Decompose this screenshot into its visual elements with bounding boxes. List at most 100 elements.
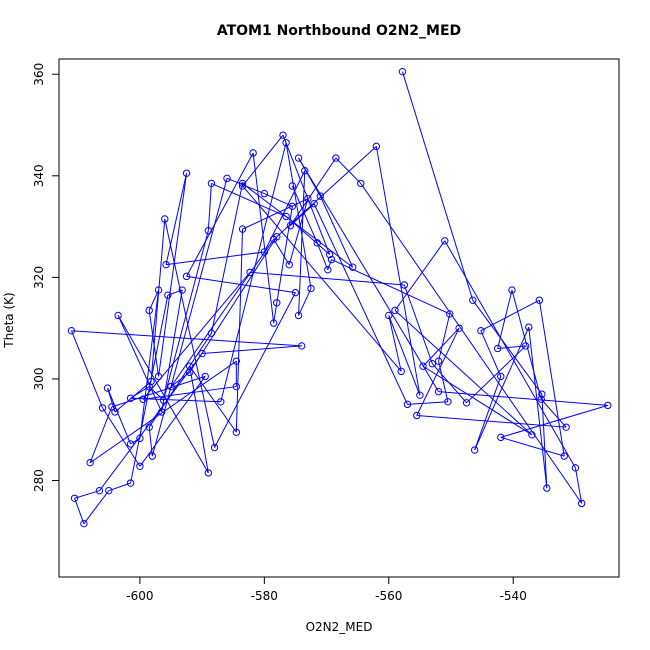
data-point [232,357,241,365]
plot-area [67,67,612,528]
data-point [537,395,545,403]
series-segment [170,238,275,387]
data-point [285,260,293,269]
series-segment [99,353,203,491]
plot-frame [58,58,620,578]
series-segment [263,170,306,253]
y-tick-label: 360 [32,63,46,86]
series-segment [207,183,212,231]
series-segment [288,198,309,265]
data-point [571,464,580,472]
data-point [198,349,206,358]
data-point [324,266,332,274]
series-segment [148,310,160,377]
data-point [428,360,437,368]
data-point [444,398,452,406]
series-segment [74,498,85,524]
series-segment [327,259,333,270]
x-axis-label: O2N2_MED [306,620,373,634]
series-segment [291,185,318,244]
series-segment [422,365,533,436]
series-segment [401,71,474,301]
series-segment [528,327,548,489]
data-point [249,149,257,157]
data-point [560,452,568,460]
series-segment [480,299,540,332]
data-point [304,194,312,203]
series-segment [242,198,309,230]
series-segment [375,146,421,396]
data-point [238,225,247,233]
data-point [260,189,269,198]
data-point [98,404,107,412]
series-segment [252,152,275,324]
y-tick-label: 280 [32,469,46,492]
series-segment [394,240,446,311]
data-point [301,167,309,175]
series-segment [541,394,548,489]
data-point [178,286,186,294]
data-point [470,446,479,454]
data-point [185,362,194,370]
data-point [316,192,325,200]
series-segment [282,134,331,255]
series-segment [298,157,321,197]
series-segment [474,376,502,451]
data-point [67,326,76,335]
data-point [434,387,443,396]
series-segment [360,183,583,504]
series-segment [290,157,337,226]
data-point [154,372,163,381]
series-segment [107,387,132,445]
data-point [282,139,290,147]
series-segment [161,289,183,413]
series-segment [139,290,160,439]
data-point [238,179,247,188]
data-point [294,311,303,320]
data-point [108,403,116,411]
series-segment [214,292,296,448]
data-point [238,182,247,190]
series-segment [319,195,354,268]
data-point [273,299,281,307]
series-segment [480,330,502,377]
x-tick-label: -580 [251,589,278,603]
data-point [139,395,147,403]
data-point [288,202,297,210]
data-point [70,494,79,502]
series-segment [444,240,576,469]
data-point [497,372,505,381]
data-point [403,400,412,409]
x-tick-label: -540 [500,589,527,603]
data-point [497,433,505,442]
data-point [217,398,225,406]
chart-title: ATOM1 Northbound O2N2_MED [217,23,461,39]
data-point [223,174,231,183]
data-point [441,237,449,245]
series-segment [117,315,209,474]
series-segment [249,271,405,286]
x-tick-label: -600 [126,589,153,603]
series-segment [142,386,237,400]
data-point [201,372,209,381]
data-point [86,459,94,467]
series-segment [89,406,113,463]
data-point [327,255,336,264]
data-point [419,362,427,370]
data-point [332,154,340,162]
series-segment [500,436,565,457]
data-point [604,401,612,410]
series-segment [394,310,533,436]
data-point [154,286,163,294]
series-segment [388,315,402,372]
series-segment [316,242,329,270]
data-point [260,248,269,256]
series-segment [538,300,565,457]
series-segment [102,407,141,467]
series-segment [167,289,183,296]
y-tick-label: 320 [32,266,46,289]
series-segment [148,332,212,428]
series-segment [74,490,100,499]
series-segment [108,482,131,492]
